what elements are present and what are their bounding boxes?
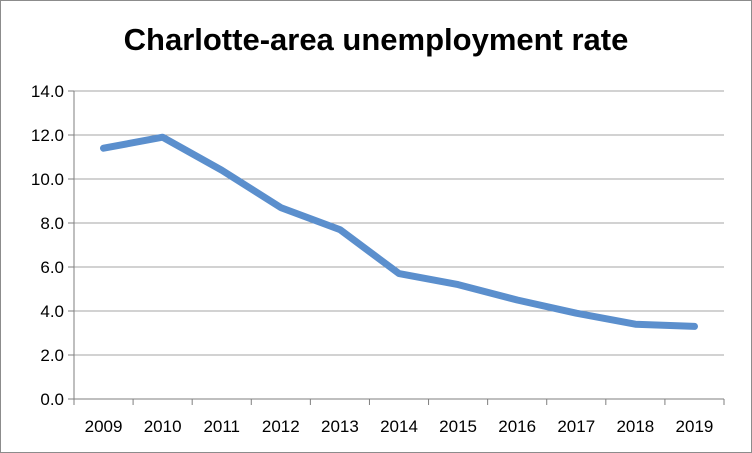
x-tick-label: 2011: [203, 417, 240, 436]
gridlines: [74, 90, 724, 356]
x-tick-label: 2018: [616, 417, 654, 436]
axes: [68, 90, 725, 405]
x-tick-label: 2012: [262, 417, 300, 436]
x-tick-label: 2016: [498, 417, 536, 436]
chart-title: Charlotte-area unemployment rate: [123, 22, 629, 57]
series-group: [100, 133, 698, 330]
y-tick-label: 6.0: [40, 258, 64, 277]
y-tick-label: 14.0: [31, 82, 64, 101]
x-axis-ticks: 2009 2010 2011 2012 2013 2014 2015 2016 2017 2018…: [85, 417, 714, 436]
y-tick-label: 4.0: [40, 302, 64, 321]
x-tick-label: 2013: [321, 417, 359, 436]
series-line: [100, 133, 698, 330]
x-tick-label: 2015: [439, 417, 477, 436]
y-tick-label: 8.0: [40, 214, 64, 233]
x-tick-label: 2014: [380, 417, 418, 436]
y-tick-label: 0.0: [40, 390, 64, 409]
y-axis-ticks: 0.0 2.0 4.0 6.0 8.0 10.0 12.0 14.0: [31, 82, 64, 409]
x-tick-label: 2019: [676, 417, 714, 436]
x-tick-label: 2009: [85, 417, 123, 436]
y-tick-label: 12.0: [31, 126, 64, 145]
x-tick-label: 2010: [144, 417, 182, 436]
y-tick-label: 2.0: [40, 346, 64, 365]
y-tick-label: 10.0: [31, 170, 64, 189]
x-tick-label: 2017: [557, 417, 595, 436]
